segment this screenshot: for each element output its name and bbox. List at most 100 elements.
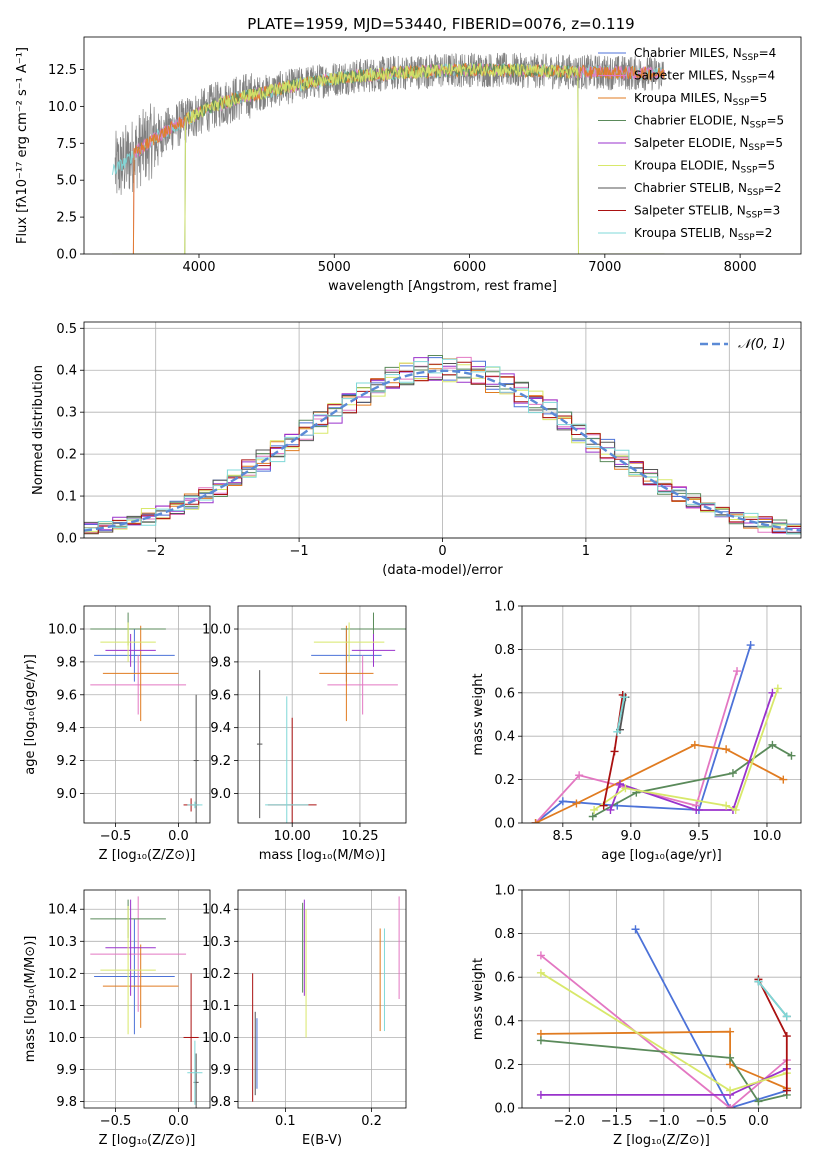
weight-marker-kroupa_stelib	[613, 727, 622, 736]
weight-marker-salpeter_miles	[733, 667, 742, 676]
y-tick-label: 0.1	[56, 490, 77, 505]
plot-area	[252, 896, 400, 1102]
y-tick-label: 10.4	[202, 903, 231, 918]
x-tick-label: 10.0	[752, 829, 781, 844]
residual-hist-kroupa_stelib	[84, 358, 801, 538]
y-axis-label: age [log₁₀(age/yr)]	[23, 654, 38, 775]
y-tick-label: 1.0	[494, 884, 515, 899]
y-tick-label: 9.4	[210, 721, 231, 736]
weight-marker-salpeter_stelib	[782, 1086, 791, 1095]
y-tick-label: 0.6	[494, 971, 515, 986]
x-tick-label: 0.2	[361, 1114, 382, 1129]
y-tick-label: 0.0	[494, 1102, 515, 1117]
y-tick-label: 9.8	[210, 655, 231, 670]
weight-marker-kroupa_miles	[690, 740, 699, 749]
x-tick-label: −1.5	[601, 1114, 633, 1129]
axes-frame	[83, 36, 802, 255]
weight-marker-salpeter_miles	[726, 1104, 735, 1108]
x-tick-label: 8000	[724, 260, 757, 275]
y-tick-label: 9.6	[56, 688, 77, 703]
weight-marker-chabrier_elodie	[754, 1097, 763, 1106]
weight-marker-salpeter_elodie	[536, 1090, 545, 1099]
y-tick-label: 2.5	[56, 211, 77, 226]
panel-mass_vs_z: −0.5 0.0 9.8 9.9 10.0 10.1 10.2 10.3 10.4 Z [log₁…	[23, 889, 211, 1148]
y-tick-label: 0.4	[494, 730, 515, 745]
panel-age_vs_z: −0.5 0.0 9.0 9.2 9.4 9.6 9.8 10.0 Z [log₁₀(Z/Z⊙)…	[23, 605, 211, 863]
y-tick-label: 10.2	[202, 967, 231, 982]
x-axis-label: mass [log₁₀(M/M⊙)]	[259, 848, 386, 863]
legend-label-kroupa_elodie: Kroupa ELODIE, NSSP=5	[634, 159, 775, 176]
y-tick-label: 0.0	[56, 248, 77, 263]
panel-weight_vs_age: 8.5 9.0 9.5 10.0 0.0 0.2 0.4 0.6 0.8 1.0 age [log₁…	[471, 600, 802, 863]
x-tick-label: 10.25	[341, 829, 378, 844]
axes-frame	[237, 889, 407, 1109]
legend-subscript: SSP	[746, 211, 763, 221]
weight-marker-chabrier_elodie	[768, 740, 777, 749]
weight-marker-kroupa_elodie	[722, 801, 731, 810]
legend-count: =3	[763, 204, 781, 218]
axes-frame	[521, 605, 802, 824]
plot-area	[111, 52, 665, 254]
legend-subscript: SSP	[747, 188, 764, 198]
x-tick-label: 2	[725, 544, 733, 559]
weight-line-kroupa_stelib	[757, 981, 788, 1017]
legend-count: =5	[766, 114, 784, 128]
grid	[522, 889, 801, 1109]
y-axis-label: mass weight	[471, 958, 486, 1040]
x-tick-label: 7000	[588, 260, 621, 275]
x-tick-label: 5000	[318, 260, 351, 275]
weight-marker-chabrier_miles	[631, 925, 640, 934]
grid	[522, 605, 801, 824]
figure-title: PLATE=1959, MJD=53440, FIBERID=0076, z=0…	[247, 15, 634, 33]
y-tick-label: 0.5	[56, 322, 77, 337]
axes-frame	[83, 889, 211, 1109]
x-tick-label: 0	[438, 544, 446, 559]
grid	[84, 606, 210, 823]
x-tick-label: −0.5	[695, 1114, 727, 1129]
weight-marker-chabrier_elodie	[787, 751, 796, 760]
weight-marker-kroupa_elodie	[536, 968, 545, 977]
weight-marker-salpeter_stelib	[782, 1032, 791, 1041]
weight-marker-kroupa_miles	[726, 1027, 735, 1036]
y-tick-label: 10.2	[48, 967, 77, 982]
y-tick-label: 10.1	[48, 999, 77, 1014]
x-tick-label: −1.0	[648, 1114, 680, 1129]
legend-label-kroupa_stelib: Kroupa STELIB, NSSP=2	[634, 226, 772, 243]
weight-marker-salpeter_stelib	[599, 801, 608, 810]
y-tick-label: 0.2	[56, 448, 77, 463]
panel-weight_vs_z: −2.0 −1.5 −1.0 −0.5 0.0 0.0 0.2 0.4 0.6 0.8 1.0 Z […	[471, 884, 802, 1148]
legend-subscript: SSP	[741, 166, 758, 176]
y-tick-label: 10.3	[202, 935, 231, 950]
y-tick-label: 10.0	[48, 1031, 77, 1046]
legend-subscript: SSP	[742, 53, 759, 63]
y-tick-label: 10.0	[202, 1031, 231, 1046]
model-spectrum-salpeter_miles	[112, 62, 665, 254]
y-axis-label: mass [log₁₀(M/M⊙)]	[23, 936, 38, 1063]
y-tick-label: 10.0	[202, 623, 231, 638]
legend-label-salpeter_elodie: Salpeter ELODIE, NSSP=5	[634, 136, 783, 153]
x-tick-label: 9.0	[621, 829, 642, 844]
x-tick-label: 9.5	[689, 829, 710, 844]
legend-subscript: SSP	[733, 98, 750, 108]
normal-distribution-curve	[84, 369, 801, 532]
axes-frame	[237, 605, 407, 824]
weight-marker-chabrier_elodie	[728, 769, 737, 778]
x-axis-label: E(B-V)	[302, 1133, 342, 1148]
y-tick-label: 0.6	[494, 686, 515, 701]
panel-spectrum: 4000 5000 6000 7000 8000 0.0 2.5 5.0 7.5 10.0 12.5…	[15, 36, 802, 294]
axes-frame	[83, 605, 211, 824]
weight-marker-kroupa_elodie	[773, 684, 782, 693]
legend-subscript: SSP	[741, 76, 758, 86]
x-tick-label: 0.0	[168, 829, 189, 844]
y-tick-label: 9.4	[56, 721, 77, 736]
weight-line-kroupa_stelib	[616, 696, 625, 733]
y-tick-label: 0.4	[56, 364, 77, 379]
panel-mass_vs_ebv: 0.1 0.2 9.8 9.9 10.0 10.1 10.2 10.3 10.4 E(B-V)	[202, 889, 407, 1148]
x-tick-label: 1	[582, 544, 590, 559]
legend-label-salpeter_stelib: Salpeter STELIB, NSSP=3	[634, 204, 780, 221]
weight-marker-kroupa_elodie	[731, 805, 740, 814]
legend-count: =5	[750, 91, 768, 105]
weight-marker-kroupa_miles	[531, 819, 540, 823]
weight-marker-kroupa_elodie	[621, 784, 630, 793]
y-tick-label: 0.8	[494, 643, 515, 658]
